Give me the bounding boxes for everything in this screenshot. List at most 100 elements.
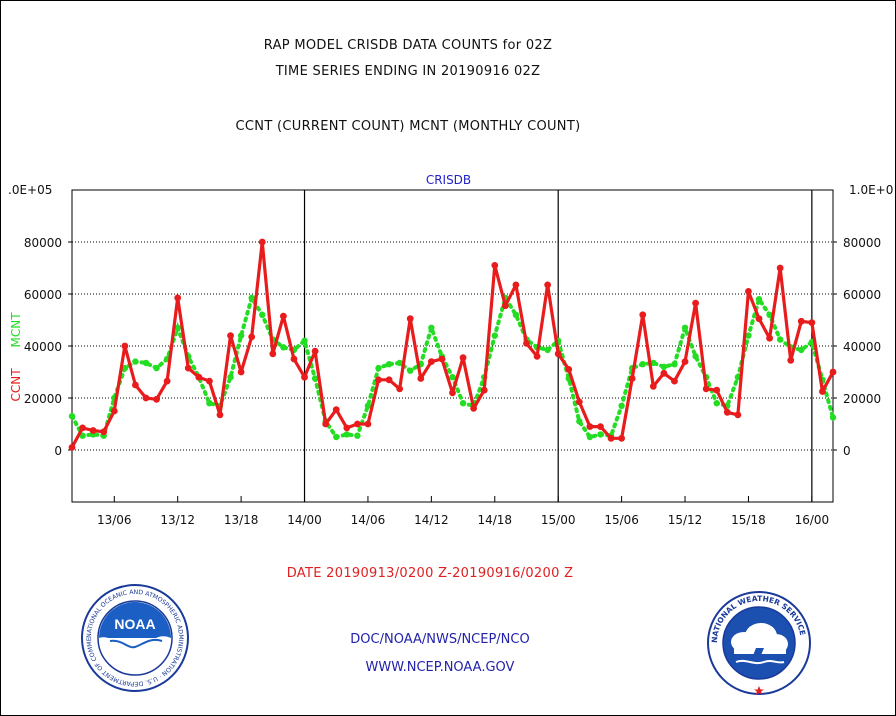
data-point-ccnt	[533, 353, 541, 360]
data-point-ccnt	[311, 347, 319, 355]
data-point-mcnt	[745, 332, 752, 339]
data-point-mcnt	[597, 431, 604, 438]
data-point-mcnt	[512, 311, 520, 318]
data-point-mcnt	[459, 400, 467, 407]
x-tick-label: 13/18	[224, 513, 259, 527]
website-link[interactable]: WWW.NCEP.NOAA.GOV	[365, 660, 515, 675]
data-point-ccnt	[100, 428, 108, 436]
y-tick-label-left: 60000	[24, 288, 62, 302]
x-tick-label: 15/00	[541, 513, 576, 527]
data-point-mcnt	[343, 431, 351, 438]
data-point-ccnt	[649, 382, 657, 390]
data-point-mcnt	[248, 294, 255, 302]
data-point-ccnt	[660, 369, 668, 377]
data-point-ccnt	[766, 334, 773, 342]
data-point-ccnt	[385, 376, 393, 384]
data-point-ccnt	[322, 420, 330, 428]
data-point-ccnt	[417, 375, 425, 382]
data-point-ccnt	[480, 386, 488, 394]
data-point-ccnt	[819, 388, 826, 395]
data-point-ccnt	[237, 368, 245, 376]
data-point-mcnt	[766, 311, 773, 318]
x-tick-label: 15/12	[668, 513, 703, 527]
y-tick-label-left: 80000	[24, 236, 62, 250]
data-point-mcnt	[650, 359, 657, 367]
data-point-mcnt	[364, 402, 372, 409]
data-point-ccnt	[702, 385, 710, 393]
y-tick-label-left: 40000	[24, 340, 62, 354]
y-tick-label-right: 60000	[843, 288, 881, 302]
data-point-mcnt	[396, 359, 403, 367]
data-point-ccnt	[79, 424, 86, 432]
y-tick-label-right: 40000	[843, 340, 881, 354]
org-label: DOC/NOAA/NWS/NCEP/NCO	[350, 632, 530, 647]
data-point-mcnt	[798, 346, 805, 354]
data-point-ccnt	[607, 434, 615, 442]
data-point-ccnt	[438, 355, 446, 363]
y-top-label-left: .0E+05	[8, 183, 52, 197]
data-point-mcnt	[660, 363, 668, 370]
data-point-mcnt	[237, 332, 245, 339]
data-point-ccnt	[512, 281, 520, 289]
data-point-ccnt	[586, 423, 594, 430]
grid-layer	[72, 241, 833, 451]
data-point-mcnt	[639, 361, 646, 368]
data-point-mcnt	[713, 400, 720, 407]
data-point-ccnt	[427, 358, 435, 365]
data-point-ccnt	[290, 355, 298, 363]
chart-title-line1: RAP MODEL CRISDB DATA COUNTS for 02Z	[263, 38, 553, 53]
y-tick-label-right: 0	[843, 444, 851, 458]
y-tick-label-left: 20000	[24, 392, 62, 406]
data-point-mcnt	[206, 400, 213, 407]
x-tick-label: 14/12	[414, 513, 449, 527]
data-point-ccnt	[692, 299, 699, 307]
data-point-mcnt	[692, 353, 699, 360]
data-point-ccnt	[681, 358, 689, 365]
data-point-ccnt	[575, 398, 583, 406]
data-point-ccnt	[565, 366, 573, 373]
x-tick-label: 13/12	[160, 513, 195, 527]
x-tick-label: 13/06	[97, 513, 132, 527]
data-point-ccnt	[206, 377, 213, 385]
data-point-mcnt	[618, 402, 625, 409]
series-layer	[68, 238, 837, 451]
y-axis-label-ccnt: CCNT	[9, 368, 23, 402]
data-point-ccnt	[332, 406, 340, 414]
data-point-ccnt	[248, 333, 256, 341]
data-point-mcnt	[227, 374, 234, 381]
x-tick-label: 14/00	[287, 513, 322, 527]
data-point-mcnt	[121, 364, 129, 372]
data-point-mcnt	[375, 364, 382, 372]
x-tick-label: 15/18	[731, 513, 766, 527]
data-point-ccnt	[258, 238, 266, 246]
data-point-ccnt	[343, 424, 351, 432]
panel-label: CRISDB	[426, 173, 471, 187]
data-point-ccnt	[216, 411, 224, 419]
y-tick-label-left: 0	[54, 444, 62, 458]
chart-title-line2: TIME SERIES ENDING IN 20190916 02Z	[275, 64, 541, 79]
data-point-mcnt	[354, 432, 361, 439]
data-point-ccnt	[459, 354, 467, 362]
data-point-ccnt	[449, 389, 456, 397]
data-point-ccnt	[279, 312, 287, 320]
nws-logo: NATIONAL WEATHER SERVICE	[707, 591, 811, 695]
data-point-mcnt	[776, 336, 784, 343]
data-point-mcnt	[301, 337, 308, 344]
data-point-ccnt	[628, 375, 636, 382]
y-axis-label-mcnt: MCNT	[9, 312, 23, 348]
axes-layer	[68, 189, 837, 503]
data-point-ccnt	[269, 350, 277, 358]
data-point-ccnt	[491, 262, 499, 269]
data-point-ccnt	[375, 376, 382, 384]
data-point-ccnt	[544, 281, 552, 289]
data-point-ccnt	[301, 373, 308, 381]
data-point-ccnt	[142, 394, 150, 402]
x-tick-label: 14/18	[477, 513, 512, 527]
data-point-ccnt	[639, 311, 647, 319]
data-point-ccnt	[68, 444, 76, 451]
data-point-ccnt	[110, 407, 118, 415]
data-point-ccnt	[406, 315, 414, 323]
x-tick-label: 15/06	[604, 513, 639, 527]
data-point-mcnt	[153, 364, 160, 372]
